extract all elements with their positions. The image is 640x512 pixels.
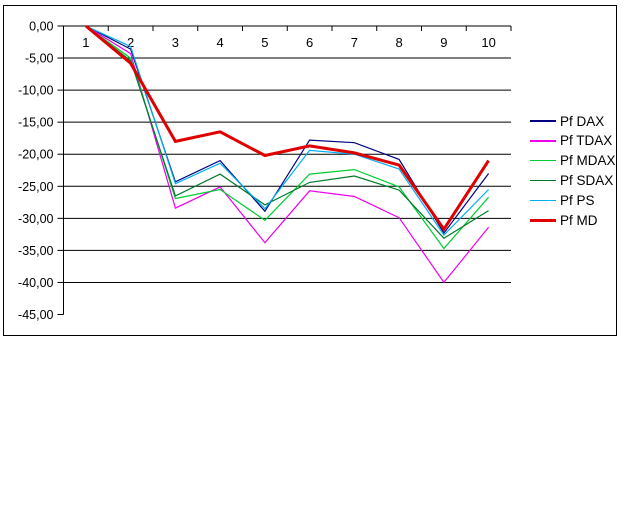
legend-label: Pf SDAX <box>560 173 614 189</box>
legend-item-pf-tdax: Pf TDAX <box>530 131 612 151</box>
legend-line-sample <box>530 199 556 202</box>
legend-label: Pf MD <box>560 213 598 228</box>
legend-item-pf-md: Pf MD <box>530 211 598 231</box>
legend-line-sample <box>530 179 556 182</box>
legend-line-sample <box>530 160 556 162</box>
legend-item-pf-sdax: Pf SDAX <box>530 171 613 191</box>
legend-line-sample <box>530 120 556 122</box>
legend-label: Pf TDAX <box>560 133 613 149</box>
legend-line-sample <box>530 140 556 142</box>
legend-item-pf-mdax: Pf MDAX <box>530 151 616 171</box>
legend-label: Pf DAX <box>560 113 605 129</box>
legend-line-sample <box>530 219 556 222</box>
legend-item-pf-ps: Pf PS <box>530 191 595 211</box>
legend-label: Pf PS <box>560 193 595 209</box>
legend-item-pf-dax: Pf DAX <box>530 111 604 131</box>
chart-object[interactable]: Pf DAX Pf TDAX Pf MDAX Pf SDAX Pf PS Pf MD <box>3 5 617 336</box>
legend-label: Pf MDAX <box>560 153 616 169</box>
